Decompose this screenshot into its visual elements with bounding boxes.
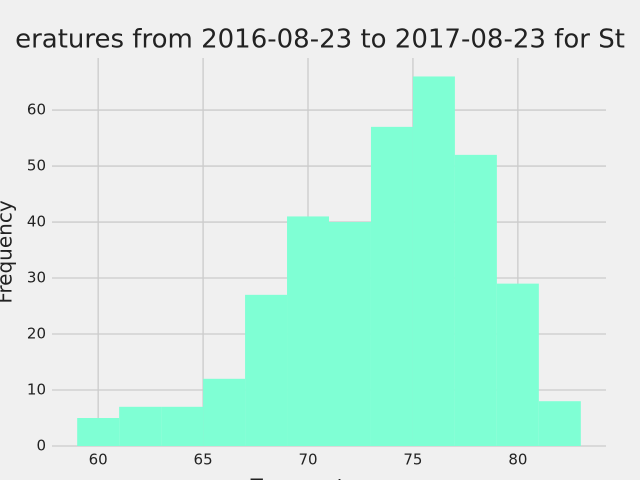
x-tick-label: 70 — [298, 451, 317, 469]
bar — [329, 222, 371, 446]
bar — [454, 154, 497, 446]
x-tick-label: 80 — [508, 451, 527, 469]
y-tick-label: 40 — [27, 213, 46, 231]
bar — [119, 406, 162, 446]
bar — [538, 401, 581, 446]
x-tick-label: 60 — [89, 451, 108, 469]
bar — [370, 126, 413, 447]
y-tick-label: 0 — [36, 437, 46, 455]
y-tick-label: 60 — [27, 101, 46, 119]
y-tick-label: 10 — [27, 381, 46, 399]
chart-title: eratures from 2016-08-23 to 2017-08-23 f… — [15, 25, 625, 55]
y-tick-label: 30 — [27, 269, 46, 287]
bar — [77, 418, 120, 446]
y-tick-label: 20 — [27, 325, 46, 343]
y-tick-label: 50 — [27, 157, 46, 175]
bar — [161, 406, 204, 446]
y-axis-label: Frequency — [0, 200, 17, 303]
x-tick-label: 65 — [194, 451, 213, 469]
bar — [412, 76, 455, 446]
bar — [203, 378, 246, 446]
bar — [245, 294, 288, 446]
x-tick-label: 75 — [403, 451, 422, 469]
x-axis-label: Temperature — [250, 475, 378, 480]
bar — [496, 283, 539, 446]
bar — [287, 216, 329, 446]
